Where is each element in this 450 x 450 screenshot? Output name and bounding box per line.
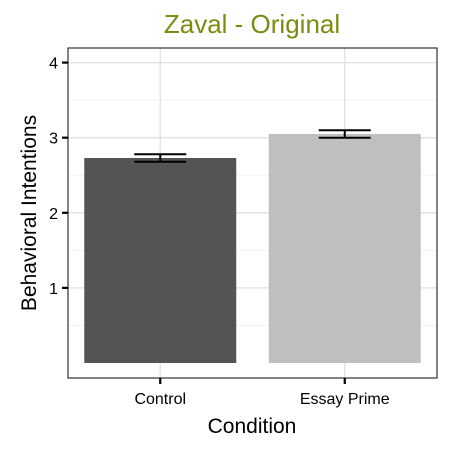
x-axis: Control Essay Prime bbox=[134, 378, 390, 408]
chart-title: Zaval - Original bbox=[164, 9, 340, 39]
error-bar bbox=[134, 153, 187, 163]
y-tick-label: 1 bbox=[49, 281, 58, 298]
y-tick-label: 4 bbox=[49, 56, 58, 73]
bars bbox=[84, 133, 421, 363]
y-tick-label: 2 bbox=[49, 206, 58, 223]
error-bar bbox=[318, 129, 371, 139]
y-tick-label: 3 bbox=[49, 131, 58, 148]
error-bars bbox=[134, 129, 371, 163]
y-axis-title: Behavioral Intentions bbox=[18, 115, 41, 311]
x-axis-title: Condition bbox=[208, 415, 297, 438]
y-axis: 1 2 3 4 bbox=[49, 56, 68, 298]
x-tick-label: Control bbox=[134, 391, 186, 408]
bar-essay-prime bbox=[268, 133, 421, 363]
x-tick-label: Essay Prime bbox=[300, 391, 390, 408]
bar-control bbox=[84, 157, 237, 363]
